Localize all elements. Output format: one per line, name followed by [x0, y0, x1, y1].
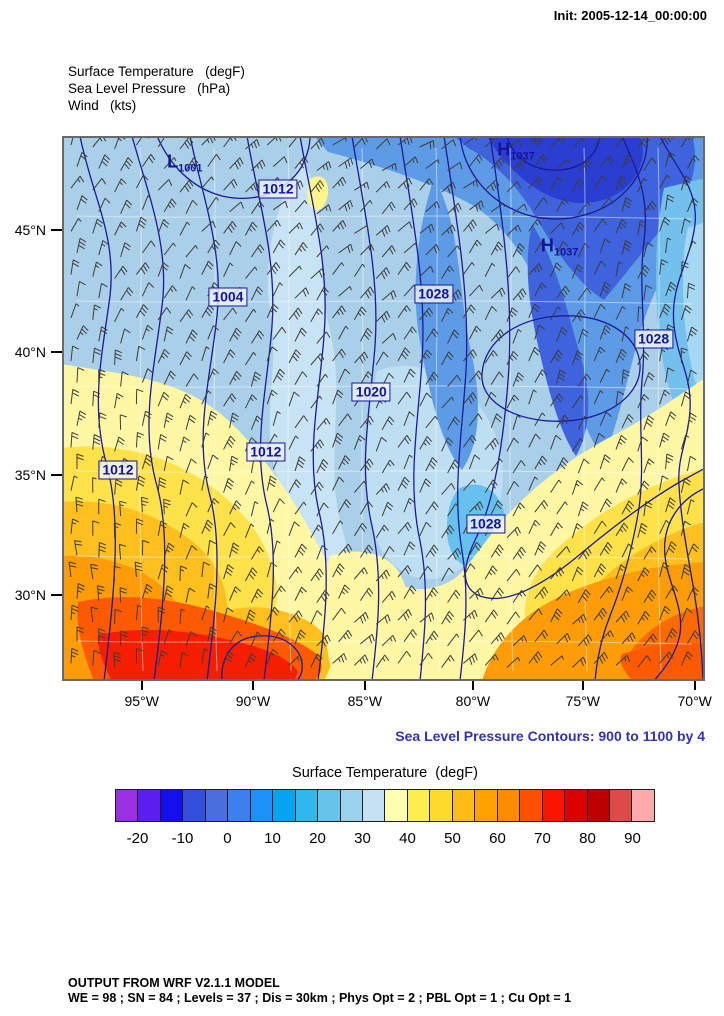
pressure-contour-label: 1028	[633, 329, 674, 349]
colorbar-tick-label: 60	[489, 830, 506, 847]
variable-sea-level-pressure: Sea Level Pressure (hPa)	[68, 81, 231, 96]
colorbar-tick-label: 30	[354, 830, 371, 847]
colorbar	[115, 789, 655, 822]
model-config-line: WE = 98 ; SN = 84 ; Levels = 37 ; Dis = …	[68, 991, 572, 1005]
y-axis-tick	[51, 593, 62, 596]
colorbar-tick-label: 80	[579, 830, 596, 847]
colorbar-cell	[205, 790, 229, 821]
colorbar-tick-labels: -20 -10 0 10 20 30 40 50 60 70 80 90	[115, 830, 655, 850]
pressure-center-letter: H	[497, 139, 511, 160]
x-axis-tick-label: 85°W	[347, 693, 383, 709]
x-axis-tick	[363, 681, 366, 690]
pressure-contour-label: 1012	[258, 179, 298, 199]
colorbar-cell	[183, 790, 206, 821]
pressure-contour-label: 1012	[246, 442, 286, 462]
model-name-line: OUTPUT FROM WRF V2.1.1 MODEL	[68, 976, 280, 990]
colorbar-tick-label: 70	[534, 830, 551, 847]
colorbar-cell	[565, 790, 588, 821]
colorbar-cell	[632, 790, 654, 821]
colorbar-cell	[116, 790, 139, 821]
variable-wind: Wind (kts)	[68, 98, 137, 113]
y-axis-tick	[51, 473, 62, 476]
x-axis-tick-label: 70°W	[677, 693, 712, 709]
colorbar-cell	[407, 790, 431, 821]
colorbar-cell	[228, 790, 251, 821]
colorbar-cell	[160, 790, 184, 821]
colorbar-tick-label: 20	[309, 830, 326, 847]
pressure-center-letter: H	[540, 235, 554, 256]
colorbar-cell	[295, 790, 319, 821]
x-axis-tick	[251, 681, 254, 690]
y-axis-tick	[51, 350, 62, 353]
colorbar-cell	[542, 790, 566, 821]
x-axis-tick	[581, 681, 584, 690]
model-info-footer: OUTPUT FROM WRF V2.1.1 MODEL WE = 98 ; S…	[68, 976, 571, 1006]
pressure-contour-label: 1020	[351, 382, 391, 402]
pressure-center-value: 1037	[510, 150, 535, 163]
colorbar-tick-label: 50	[444, 830, 461, 847]
colorbar-cell	[340, 790, 363, 821]
pressure-contour-label: 1028	[466, 514, 506, 534]
x-axis-tick-label: 95°W	[124, 693, 159, 709]
colorbar-title: Surface Temperature (degF)	[292, 765, 478, 781]
colorbar-cell	[318, 790, 341, 821]
colorbar-cell	[609, 790, 633, 821]
temperature-pressure-wind-map	[62, 136, 705, 681]
pressure-contour-label: 1028	[414, 284, 454, 304]
colorbar-cell	[430, 790, 453, 821]
colorbar-cell	[497, 790, 521, 821]
colorbar-cell	[250, 790, 274, 821]
colorbar-tick-label: 90	[624, 830, 641, 847]
x-axis-tick	[693, 681, 696, 690]
pressure-center-h: H1037	[497, 140, 534, 163]
pressure-center-value: 1001	[178, 162, 203, 175]
y-axis-tick	[51, 228, 62, 231]
colorbar-cell	[385, 790, 408, 821]
x-axis-tick-label: 75°W	[565, 693, 601, 709]
pressure-center-h: H1037	[541, 236, 578, 259]
y-axis-tick-label: 45°N	[14, 221, 46, 238]
x-axis-tick-label: 90°W	[235, 693, 271, 709]
colorbar-tick-label: 0	[223, 830, 232, 847]
pressure-center-l: L1001	[167, 152, 202, 175]
colorbar-tick-label: 10	[264, 830, 281, 847]
colorbar-tick-label: 40	[399, 830, 416, 847]
pressure-center-value: 1037	[553, 246, 579, 259]
init-time-label: Init: 2005-12-14_00:00:00	[553, 8, 707, 23]
colorbar-cell	[520, 790, 543, 821]
map-plot-area: 95°W 90°W 85°W 80°W 75°W 70°W 45°N 40°N 35°N 30°N…	[15, 136, 712, 709]
colorbar-cell	[273, 790, 296, 821]
y-axis-tick-label: 35°N	[14, 466, 46, 483]
colorbar-cell	[452, 790, 476, 821]
colorbar-tick-label: -20	[126, 830, 149, 847]
colorbar-cell	[138, 790, 161, 821]
pressure-contour-label: 1004	[208, 287, 248, 307]
x-axis-tick	[140, 681, 143, 690]
colorbar-cell	[475, 790, 498, 821]
contour-range-caption: Sea Level Pressure Contours: 900 to 1100…	[395, 728, 705, 744]
x-axis-tick	[471, 681, 474, 690]
y-axis-tick-label: 30°N	[14, 586, 46, 603]
variable-surface-temperature: Surface Temperature (degF)	[68, 64, 245, 79]
pressure-contour-label: 1012	[98, 460, 138, 480]
colorbar-cell	[362, 790, 386, 821]
y-axis-tick-label: 40°N	[14, 343, 46, 360]
x-axis-tick-label: 80°W	[455, 693, 491, 709]
colorbar-cell	[587, 790, 610, 821]
colorbar-tick-label: -10	[171, 830, 194, 847]
plotted-variables-list: Surface Temperature (degF) Sea Level Pre…	[68, 63, 245, 114]
pressure-center-letter: L	[167, 151, 179, 172]
